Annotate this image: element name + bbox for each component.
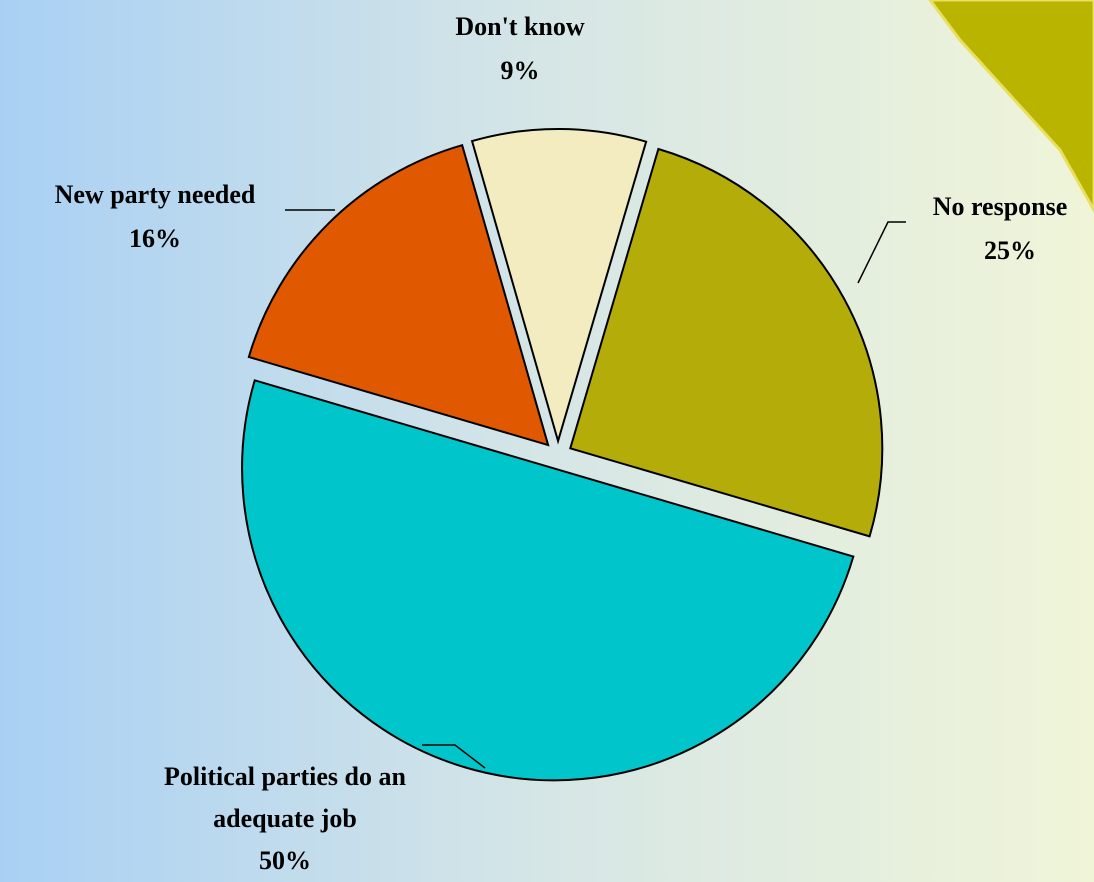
pie-slice [569, 147, 884, 538]
leader-line [422, 744, 486, 769]
leader-line [857, 221, 906, 284]
decoration [928, 0, 1094, 214]
pie-slice [470, 128, 648, 445]
pie-slice [241, 379, 855, 782]
value-label: 16% [129, 224, 181, 253]
value-label: 25% [984, 236, 1036, 265]
slice-label: New party needed [54, 180, 256, 209]
slice-label: Don't know [455, 12, 585, 41]
value-label: 9% [500, 56, 540, 85]
slice-label: Political parties do an adequate job [164, 762, 406, 833]
value-label: 50% [259, 846, 311, 875]
slice-label: No response [932, 192, 1068, 221]
pie-slice [247, 143, 550, 447]
